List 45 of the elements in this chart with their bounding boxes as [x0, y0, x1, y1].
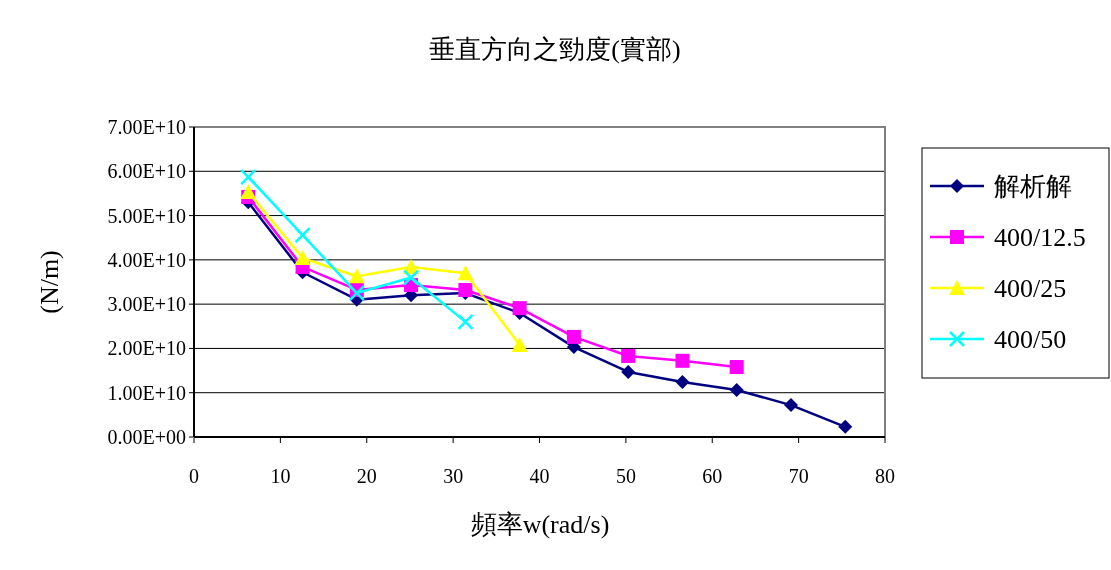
point — [838, 419, 853, 434]
point — [294, 250, 311, 266]
chart-title: 垂直方向之勁度(實部) — [429, 35, 681, 64]
point — [239, 168, 257, 186]
point — [458, 282, 473, 297]
x-tick-label: 20 — [356, 465, 377, 487]
legend-label: 400/12.5 — [994, 223, 1086, 252]
x-tick-label: 70 — [788, 465, 809, 487]
y-tick-label: 2.00E+10 — [107, 337, 186, 360]
point — [348, 268, 365, 284]
point — [621, 348, 636, 363]
point — [675, 353, 690, 368]
point — [621, 364, 636, 379]
x-tick-label: 0 — [189, 465, 199, 487]
point — [402, 269, 420, 286]
y-tick-label: 3.00E+10 — [107, 293, 186, 316]
y-tick-label: 7.00E+10 — [107, 116, 186, 138]
legend-label: 400/25 — [994, 274, 1067, 303]
x-axis-title: 頻率w(rad/s) — [470, 510, 610, 539]
point — [294, 226, 311, 244]
point — [729, 383, 744, 398]
y-tick-label: 4.00E+10 — [107, 248, 186, 271]
point — [675, 375, 690, 390]
x-tick-label: 60 — [702, 465, 723, 487]
legend-label: 解析解 — [994, 172, 1072, 201]
y-axis-title: (N/m) — [35, 250, 64, 314]
x-tick-label: 80 — [875, 465, 895, 487]
point — [729, 360, 744, 375]
point — [566, 329, 581, 344]
point — [512, 301, 527, 316]
point — [457, 265, 474, 281]
x-tick-label: 10 — [270, 465, 291, 487]
legend-label: 400/50 — [994, 325, 1067, 354]
x-tick-label: 50 — [615, 465, 636, 487]
x-tick-label: 30 — [443, 465, 464, 487]
point — [511, 336, 528, 352]
point — [457, 313, 474, 331]
y-tick-label: 6.00E+10 — [107, 160, 186, 183]
x-tick-label: 40 — [529, 465, 550, 487]
y-tick-label: 0.00E+00 — [107, 426, 186, 448]
point — [784, 398, 799, 413]
y-tick-label: 5.00E+10 — [107, 204, 186, 227]
point — [348, 284, 366, 302]
point — [240, 184, 257, 200]
y-tick-label: 1.00E+10 — [107, 381, 186, 404]
